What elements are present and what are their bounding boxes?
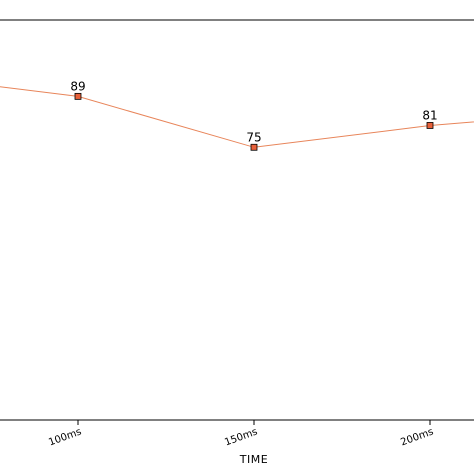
x-axis-ticks	[77, 420, 431, 425]
x-axis-title: TIME	[239, 453, 268, 466]
data-point-label: 75	[246, 130, 261, 144]
data-point-marker	[250, 143, 258, 151]
data-point-label: 89	[70, 79, 85, 93]
x-tick-label: 100ms	[47, 426, 83, 448]
x-tick-label: 150ms	[223, 426, 259, 448]
data-point-marker	[426, 122, 434, 129]
x-axis-tick-labels: 100ms 150ms 200ms	[47, 426, 435, 448]
series-markers	[74, 92, 434, 151]
series-data-labels: 89 75 81	[70, 79, 437, 144]
x-tick-label: 200ms	[399, 426, 435, 448]
data-point-marker	[74, 92, 82, 100]
data-point-label: 81	[422, 108, 437, 122]
